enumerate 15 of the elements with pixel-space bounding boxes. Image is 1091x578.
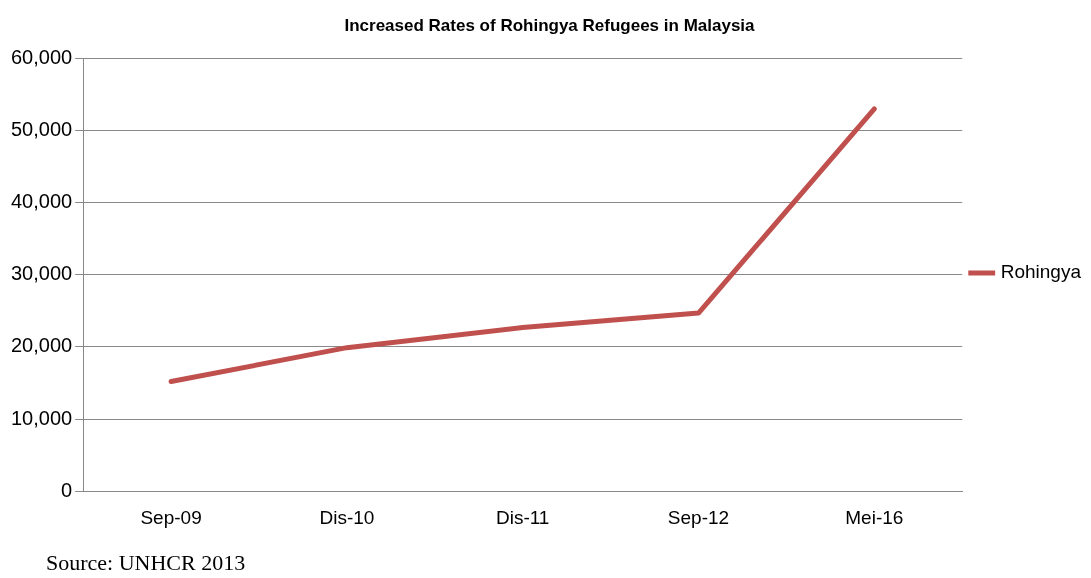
- x-tick-label: Sep-12: [667, 506, 730, 528]
- chart-title: Increased Rates of Rohingya Refugees in Malaysia: [344, 15, 756, 35]
- source-note: Source: UNHCR 2013: [46, 549, 246, 575]
- y-tick-label: 0: [61, 478, 73, 501]
- x-tick-label: Sep-09: [140, 506, 202, 528]
- y-tick-label: 10,000: [11, 406, 73, 429]
- y-tick-label: 60,000: [11, 45, 73, 68]
- y-tick-label: 50,000: [11, 118, 73, 141]
- x-tick-label: Mei-16: [845, 506, 904, 528]
- x-tick-label: Dis-10: [319, 506, 375, 528]
- legend-label: Rohingya: [1000, 261, 1082, 283]
- x-tick-label: Dis-11: [495, 506, 550, 528]
- y-tick-label: 20,000: [11, 334, 73, 357]
- y-tick-label: 30,000: [11, 262, 73, 285]
- y-tick-label: 40,000: [11, 190, 73, 213]
